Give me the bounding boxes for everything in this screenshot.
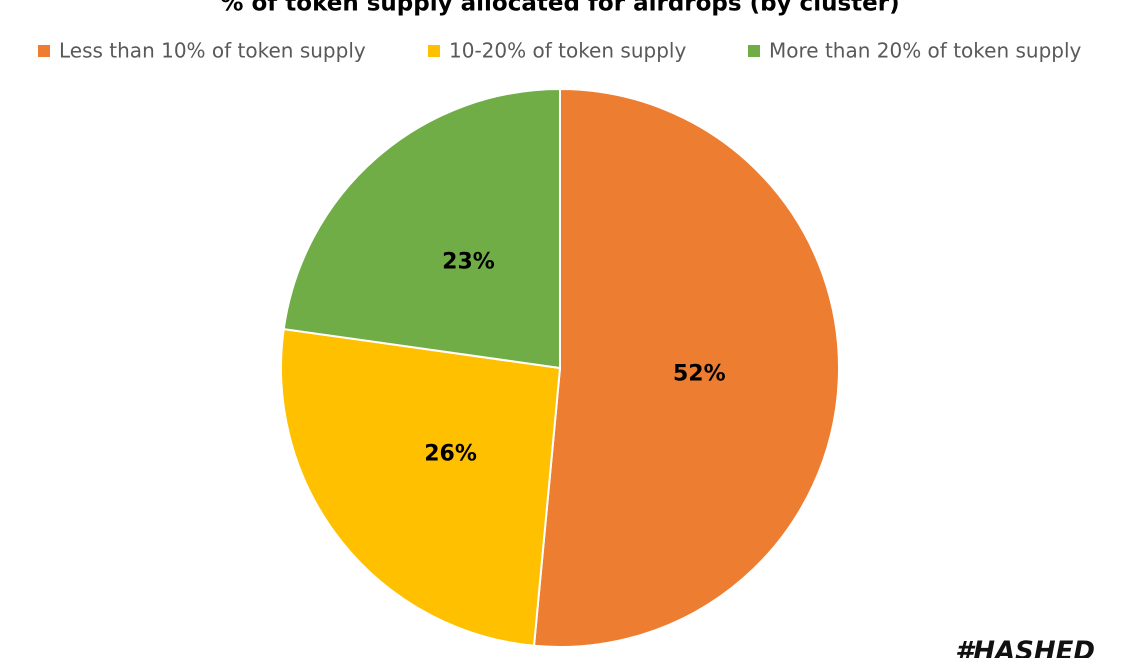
legend-label: 10-20% of token supply [449,39,686,63]
data-label: 23% [442,250,495,275]
legend-label: Less than 10% of token supply [59,39,366,63]
pie-slice [280,327,562,647]
pie-slice [282,87,561,370]
legend-swatch [38,45,50,57]
chart-title: % of token supply allocated for airdrops… [220,0,899,17]
data-label: 52% [673,362,726,387]
watermark: #HASHED [955,637,1095,658]
data-label: 26% [424,441,477,466]
legend-swatch [748,45,760,57]
legend-label: More than 20% of token supply [769,39,1082,63]
legend-swatch [428,45,440,57]
pie-slice [532,87,840,648]
